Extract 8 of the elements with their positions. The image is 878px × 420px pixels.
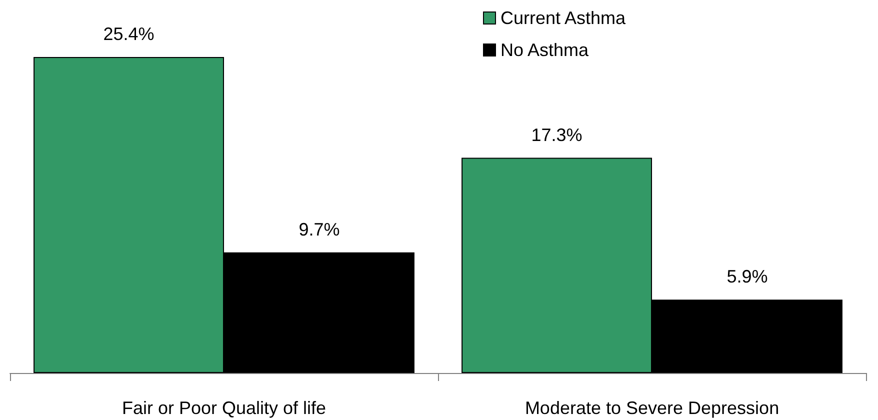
legend-label: Current Asthma bbox=[500, 8, 627, 28]
x-tick-label: Moderate to Severe Depression bbox=[524, 398, 780, 418]
x-tick-label: Fair or Poor Quality of life bbox=[122, 398, 326, 418]
data-label: 17.3% bbox=[531, 124, 582, 145]
data-label: 25.4% bbox=[103, 24, 154, 44]
data-label: 9.7% bbox=[298, 219, 340, 240]
legend-label: No Asthma bbox=[500, 40, 590, 60]
data-label: 5.9% bbox=[726, 266, 768, 287]
